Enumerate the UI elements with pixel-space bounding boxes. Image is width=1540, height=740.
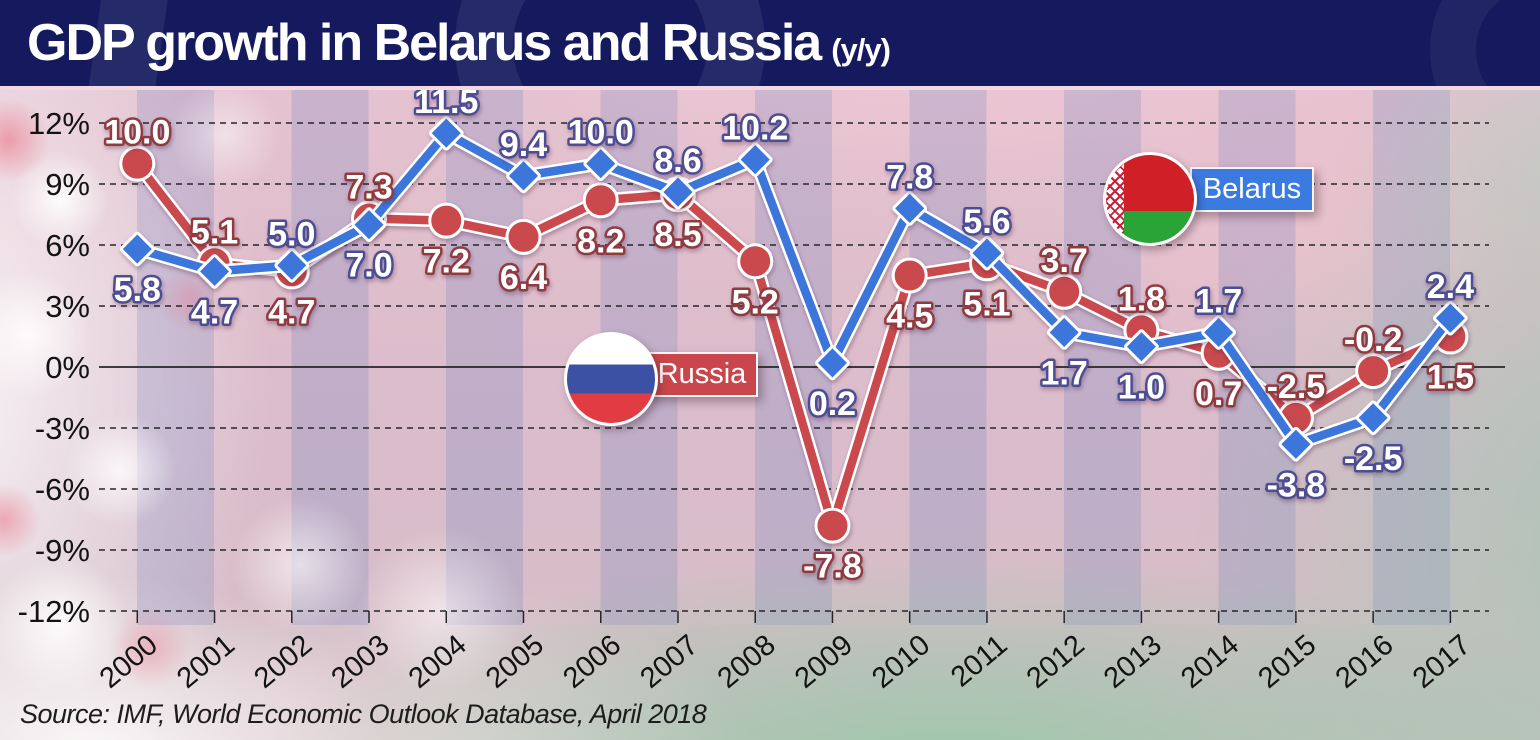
data-label: 7.3 [345,169,392,207]
russia-line [133,159,1455,530]
data-label: 8.2 [577,222,624,260]
data-label: 9.4 [500,126,547,164]
watermark-arc [1430,0,1540,86]
russia-data-point [737,243,774,280]
x-axis-year-label: 2002 [248,629,318,695]
x-axis-year-label: 2016 [1330,629,1400,695]
y-axis-tick-label: -12% [18,594,90,629]
data-label: 2.4 [1427,268,1474,306]
data-label: 5.1 [963,285,1010,323]
x-axis-year-label: 2003 [326,629,396,695]
data-label: 1.7 [1041,354,1088,392]
x-axis-year-label: 2000 [94,629,164,695]
data-label: 8.5 [654,216,701,254]
data-label: 7.0 [345,247,392,285]
data-label: 10.2 [722,110,788,148]
x-axis-year-label: 2014 [1175,629,1245,695]
data-label: 7.2 [423,243,470,281]
y-axis-tick-label: -3% [35,411,90,446]
x-axis-year-label: 2009 [789,629,859,695]
belarus-flag-icon [1103,152,1197,246]
russia-data-point [582,182,619,219]
russia-data-point [891,257,928,294]
y-axis-tick-label: -6% [35,472,90,507]
data-label: -7.8 [803,548,862,586]
russia-data-point [119,145,156,182]
russia-flag-icon [564,332,658,426]
belarus-data-labels: 5.84.75.07.011.59.4 10.08.610.20.27.85.61… [111,81,1476,507]
page-title: GDP growth in Belarus and Russia [27,14,822,72]
x-axis-year-label: 2001 [171,629,241,695]
x-axis-year-label: 2013 [1098,629,1168,695]
data-label: 5.6 [963,203,1010,241]
russia-data-point [505,218,542,255]
header-bar: GDP growth in Belarus and Russia (y/y) [0,0,1540,90]
data-label: 4.5 [886,298,933,336]
belarus-data-point [583,146,619,182]
y-axis-tick-label: 12% [28,106,90,141]
data-label: 8.6 [654,142,701,180]
belarus-flag-ornament [1106,155,1125,243]
data-label: -2.5 [1267,368,1326,406]
page-subtitle: (y/y) [831,32,891,67]
y-axis-tick-label: 6% [45,228,90,263]
data-label: 5.2 [732,283,779,321]
x-axis-year-label: 2017 [1407,629,1477,695]
x-axis-year-label: 2008 [712,629,782,695]
x-axis-year-label: 2005 [480,629,550,695]
data-label: 5.1 [191,213,238,251]
x-axis-year-label: 2004 [403,629,473,695]
russia-data-point [814,507,851,544]
data-label: -0.2 [1344,321,1403,359]
y-axis-tick-label: 0% [45,350,90,385]
data-label: 5.8 [114,271,161,309]
data-label: 7.8 [886,158,933,196]
x-axis-year-label: 2010 [866,629,936,695]
source-caption: Source: IMF, World Economic Outlook Data… [20,699,707,729]
data-label: 10.0 [104,114,170,152]
russia-legend-label: Russia [646,352,758,397]
russia-legend-text: Russia [657,358,747,390]
data-label: 0.7 [1195,375,1242,413]
x-axis-year-label: 2015 [1252,629,1322,695]
data-label: 4.7 [191,293,238,331]
russia-data-point [428,202,465,239]
data-label: -2.5 [1344,440,1403,478]
data-label: 1.5 [1427,359,1474,397]
y-axis-tick-label: -9% [35,533,90,568]
x-axis-year-label: 2006 [557,629,627,695]
russia-data-point [1355,353,1392,390]
belarus-data-point [119,231,155,267]
x-axis-year-label: 2011 [945,629,1013,694]
data-label: 0.2 [809,385,856,423]
data-label: 4.7 [268,293,315,331]
belarus-legend-text: Belarus [1202,173,1302,205]
x-axis-year-label: 2012 [1021,629,1091,695]
data-label: 10.0 [568,114,634,152]
data-label: 1.8 [1118,280,1165,318]
data-label: 3.7 [1041,242,1088,280]
data-label: 5.0 [268,215,315,253]
data-label: 6.4 [500,259,547,297]
data-label: 1.0 [1118,369,1165,407]
russia-data-point [1046,273,1083,310]
russia-line-casing [130,156,1458,533]
data-label: -3.8 [1267,466,1326,504]
y-axis-tick-label: 3% [45,289,90,324]
x-axis-year-label: 2007 [634,629,704,695]
y-axis-tick-label: 9% [45,167,90,202]
data-label: 1.7 [1195,282,1242,320]
belarus-legend-label: Belarus [1190,167,1314,212]
